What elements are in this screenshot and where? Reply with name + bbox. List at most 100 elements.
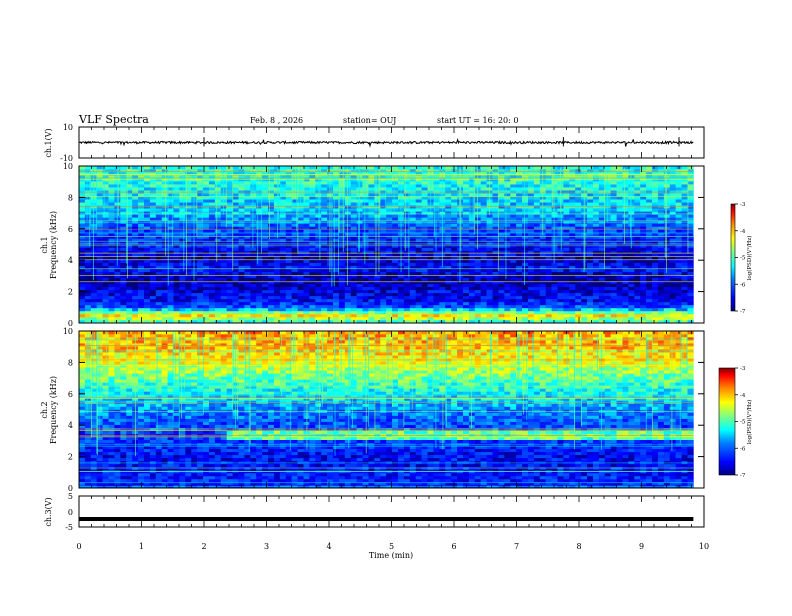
spectrogram-cell bbox=[493, 248, 499, 251]
spectrogram-cell bbox=[558, 308, 564, 311]
spectrogram-cell bbox=[120, 284, 126, 287]
spectrogram-cell bbox=[368, 284, 374, 287]
spectrogram-cell bbox=[303, 223, 309, 226]
spectrogram-cell bbox=[168, 314, 174, 317]
spectrogram-cell bbox=[475, 272, 481, 275]
spectrogram-cell bbox=[422, 214, 428, 217]
spectrogram-cell bbox=[298, 299, 304, 302]
spectrogram-cell bbox=[286, 281, 292, 284]
spectrogram-cell bbox=[433, 278, 439, 281]
spectrogram-cell bbox=[510, 314, 516, 317]
spectrogram-cell bbox=[569, 248, 575, 251]
spectrogram-cell bbox=[262, 181, 268, 184]
spectrogram-cell bbox=[640, 308, 646, 311]
spectrogram-cell bbox=[392, 214, 398, 217]
spectrogram-cell bbox=[481, 308, 487, 311]
spectrogram-cell bbox=[569, 205, 575, 208]
spectrogram-cell bbox=[534, 248, 540, 251]
spectrogram-cell bbox=[209, 248, 215, 251]
spectrogram-cell bbox=[528, 308, 534, 311]
spectrogram-cell bbox=[309, 178, 315, 181]
spectrogram-cell bbox=[144, 193, 150, 196]
spectrogram-cell bbox=[622, 302, 628, 305]
spectrogram-cell bbox=[428, 260, 434, 263]
spectrogram-cell bbox=[327, 281, 333, 284]
spectrogram-cell bbox=[120, 205, 126, 208]
spectrogram-cell bbox=[575, 235, 581, 238]
spectrogram-cell bbox=[138, 278, 144, 281]
spectrogram-cell bbox=[174, 263, 180, 266]
spectrogram-cell bbox=[404, 299, 410, 302]
spectrogram-cell bbox=[298, 214, 304, 217]
spectrogram-cell bbox=[617, 260, 623, 263]
spectrogram-cell bbox=[221, 308, 227, 311]
spectrogram-cell bbox=[339, 305, 345, 308]
spectrogram-cell bbox=[534, 202, 540, 205]
spectrogram-cell bbox=[244, 229, 250, 232]
spectrogram-cell bbox=[410, 169, 416, 172]
spectrogram-cell bbox=[563, 202, 569, 205]
spectrogram-cell bbox=[605, 205, 611, 208]
spectrogram-cell bbox=[439, 293, 445, 296]
spectrogram-cell bbox=[321, 169, 327, 172]
spectrogram-cell bbox=[504, 272, 510, 275]
spectrogram-cell bbox=[617, 187, 623, 190]
spectrogram-cell bbox=[321, 229, 327, 232]
spectrogram-cell bbox=[197, 299, 203, 302]
spectrogram-cell bbox=[233, 302, 239, 305]
spectrogram-cell bbox=[569, 302, 575, 305]
spectrogram-cell bbox=[156, 235, 162, 238]
spectrogram-cell bbox=[79, 184, 85, 187]
spectrogram-cell bbox=[640, 296, 646, 299]
spectrogram-cell bbox=[79, 302, 85, 305]
spectrogram-cell bbox=[540, 278, 546, 281]
spectrogram-cell bbox=[339, 290, 345, 293]
spectrogram-cell bbox=[487, 278, 493, 281]
spectrogram-cell bbox=[309, 214, 315, 217]
spectrogram-cell bbox=[244, 187, 250, 190]
spectrogram-cell bbox=[221, 290, 227, 293]
spectrogram-cell bbox=[315, 293, 321, 296]
spectrogram-cell bbox=[215, 205, 221, 208]
spectrogram-cell bbox=[552, 287, 558, 290]
spectrogram-cell bbox=[605, 229, 611, 232]
spectrogram-cell bbox=[227, 287, 233, 290]
spectrogram-cell bbox=[144, 178, 150, 181]
spectrogram-cell bbox=[363, 302, 369, 305]
spectrogram-cell bbox=[410, 217, 416, 220]
spectrogram-cell bbox=[315, 169, 321, 172]
spectrogram-cell bbox=[368, 299, 374, 302]
spectrogram-cell bbox=[581, 308, 587, 311]
spectrogram-cell bbox=[132, 305, 138, 308]
spectrogram-cell bbox=[587, 317, 593, 320]
spectrogram-cell bbox=[605, 299, 611, 302]
spectrogram-cell bbox=[368, 308, 374, 311]
spectrogram-cell bbox=[345, 314, 351, 317]
spectrogram-cell bbox=[233, 287, 239, 290]
spectrogram-cell bbox=[504, 229, 510, 232]
spectrogram-cell bbox=[587, 205, 593, 208]
spectrogram-cell bbox=[156, 308, 162, 311]
spectrogram-cell bbox=[203, 290, 209, 293]
spectrogram-cell bbox=[256, 281, 262, 284]
spectrogram-cell bbox=[587, 287, 593, 290]
spectrogram-cell bbox=[280, 263, 286, 266]
spectrogram-cell bbox=[185, 299, 191, 302]
spectrogram-cell bbox=[91, 278, 97, 281]
spectrogram-cell bbox=[79, 205, 85, 208]
spectrogram-cell bbox=[487, 284, 493, 287]
spectrogram-cell bbox=[150, 290, 156, 293]
spectrogram-cell bbox=[569, 278, 575, 281]
spectrogram-cell bbox=[303, 269, 309, 272]
spectrogram-cell bbox=[504, 187, 510, 190]
spectrogram-cell bbox=[97, 199, 103, 202]
spectrogram-cell bbox=[416, 290, 422, 293]
spectrogram-cell bbox=[587, 178, 593, 181]
spectrogram-cell bbox=[622, 317, 628, 320]
spectrogram-cell bbox=[179, 260, 185, 263]
spectrogram-cell bbox=[605, 269, 611, 272]
spectrogram-cell bbox=[374, 317, 380, 320]
spectrogram-cell bbox=[363, 305, 369, 308]
spectrogram-cell bbox=[498, 302, 504, 305]
